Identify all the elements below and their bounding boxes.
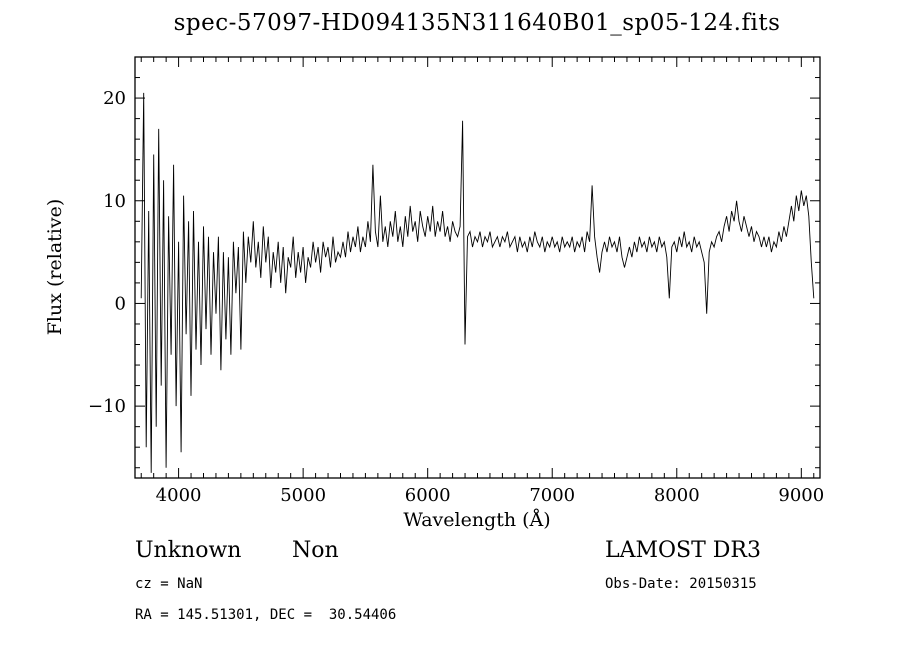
x-tick-label: 7000 <box>529 485 575 506</box>
obs-date-label: Obs-Date: 20150315 <box>605 576 757 592</box>
y-tick-label: 10 <box>103 191 126 212</box>
spectrum-trace <box>140 92 815 473</box>
survey-label: LAMOST DR3 <box>605 538 761 563</box>
x-tick-label: 8000 <box>654 485 700 506</box>
x-tick-label: 6000 <box>405 485 451 506</box>
plot-frame <box>134 56 821 479</box>
x-axis-label: Wavelength (Å) <box>403 509 551 531</box>
plot-title: spec-57097-HD094135N311640B01_sp05-124.f… <box>173 10 781 36</box>
cz-value: cz = NaN <box>135 576 203 592</box>
x-tick-label: 5000 <box>280 485 326 506</box>
object-subclass-label: Non <box>292 538 339 563</box>
object-class-label: Unknown <box>135 538 242 563</box>
coordinates-label: RA = 145.51301, DEC = 30.54406 <box>135 607 397 623</box>
y-tick-label: −10 <box>88 396 126 417</box>
y-axis-label: Flux (relative) <box>44 198 66 336</box>
y-tick-label: 0 <box>115 293 126 314</box>
y-tick-label: 20 <box>103 88 126 109</box>
x-tick-label: 4000 <box>156 485 202 506</box>
x-tick-label: 9000 <box>778 485 824 506</box>
